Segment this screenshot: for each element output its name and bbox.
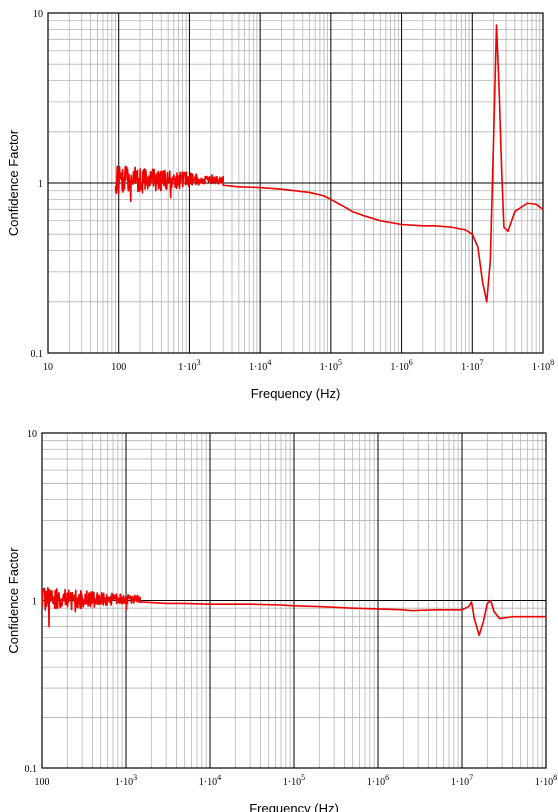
chart-2: 100 1·103 1·104 1·105 1·106 1·107 1·108 10 1 0.1 F…: [6, 429, 557, 812]
x-tick-label: 1·103: [178, 358, 200, 373]
y-axis-title: Confidence Factor: [6, 129, 21, 236]
x-tick-label: 1·106: [367, 773, 389, 788]
x-axis-title: Frequency (Hz): [251, 386, 341, 401]
x-tick-label: 1·107: [461, 358, 483, 373]
series-line: [114, 24, 544, 303]
x-tick-label: 10: [43, 362, 53, 373]
x-tick-label: 1·106: [390, 358, 412, 373]
x-tick-label: 1·107: [451, 773, 473, 788]
chart-1: 10 100 1·103 1·104 1·105 1·106 1·107 1·108 10 1 0.…: [6, 9, 554, 401]
x-tick-label: 1·108: [532, 358, 554, 373]
x-tick-label: 100: [111, 362, 126, 373]
y-axis-title: Confidence Factor: [6, 547, 21, 654]
y-tick-label: 0.1: [31, 349, 44, 360]
series-line: [41, 587, 546, 637]
x-tick-label: 1·108: [535, 773, 557, 788]
x-tick-label: 1·105: [320, 358, 342, 373]
plot-frame: [47, 12, 544, 354]
x-tick-label: 100: [35, 777, 50, 788]
y-tick-label: 1: [32, 597, 37, 608]
y-tick-label: 0.1: [25, 764, 38, 775]
x-tick-label: 1·105: [283, 773, 305, 788]
y-tick-label: 10: [33, 9, 43, 20]
x-tick-label: 1·104: [249, 358, 271, 373]
x-tick-label: 1·104: [199, 773, 221, 788]
x-tick-label: 1·103: [115, 773, 137, 788]
y-tick-label: 1: [38, 179, 43, 190]
y-tick-label: 10: [27, 429, 37, 440]
x-axis-title: Frequency (Hz): [249, 801, 339, 812]
